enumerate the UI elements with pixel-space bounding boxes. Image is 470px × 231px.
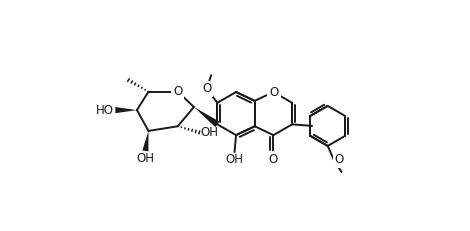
Polygon shape — [142, 131, 149, 151]
Text: HO: HO — [96, 104, 114, 117]
Text: OH: OH — [201, 126, 219, 139]
Text: OH: OH — [226, 153, 243, 166]
Polygon shape — [194, 107, 219, 127]
Polygon shape — [115, 107, 137, 113]
Text: O: O — [202, 82, 211, 95]
Text: O: O — [270, 85, 279, 98]
Text: OH: OH — [136, 152, 154, 165]
Text: O: O — [335, 153, 344, 166]
Text: O: O — [269, 153, 278, 166]
Text: O: O — [173, 85, 182, 98]
